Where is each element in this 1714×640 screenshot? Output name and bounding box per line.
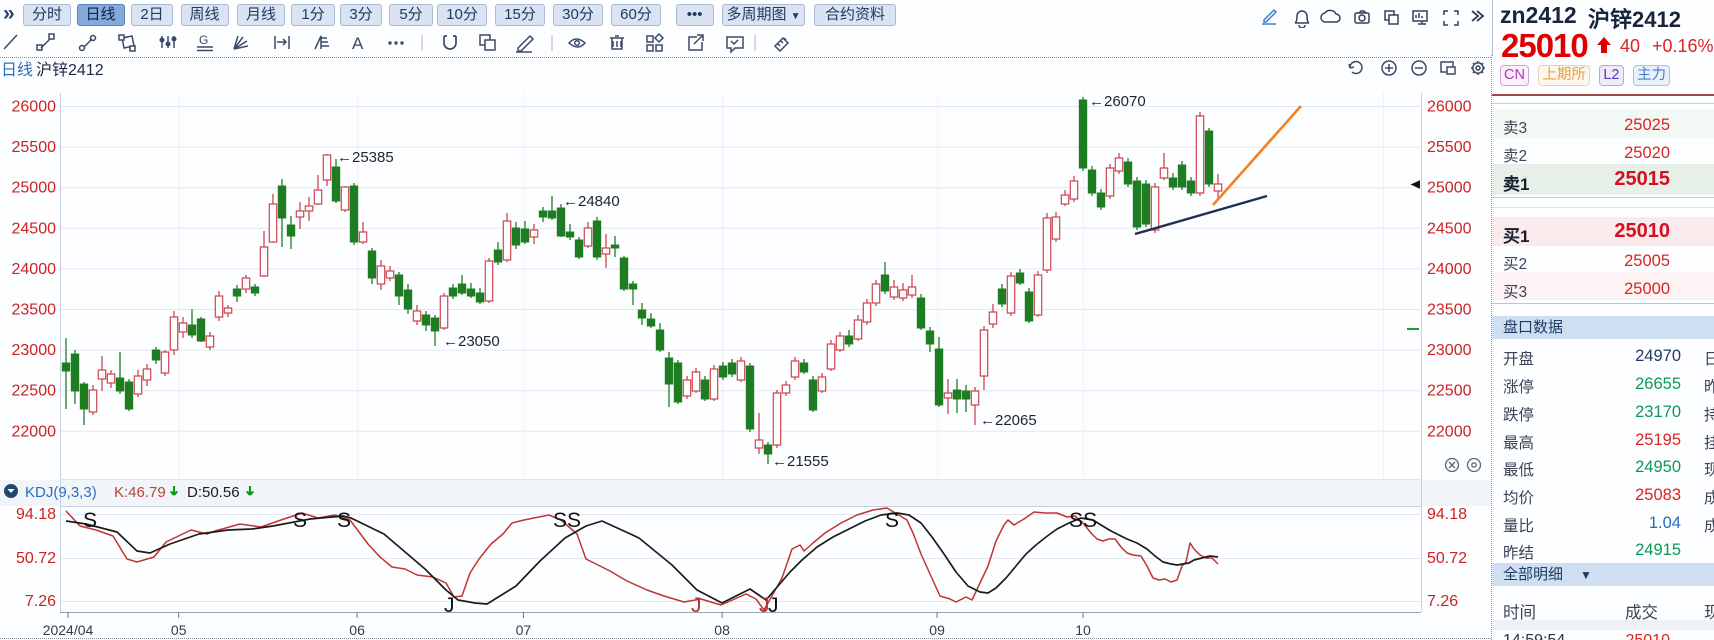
svg-text:10: 10 (1075, 622, 1091, 638)
svg-text:7.26: 7.26 (1427, 593, 1458, 610)
svg-text:SS: SS (553, 509, 581, 532)
svg-text:24500: 24500 (12, 220, 57, 237)
svg-text:日线: 日线 (1, 61, 33, 79)
svg-text:A: A (352, 34, 364, 53)
svg-text:2024/04: 2024/04 (43, 622, 94, 638)
svg-text:08: 08 (714, 622, 730, 638)
svg-text:23000: 23000 (12, 342, 57, 359)
svg-text:SS: SS (1069, 509, 1097, 532)
svg-text:26000: 26000 (1427, 99, 1472, 116)
svg-text:J: J (444, 594, 455, 617)
svg-text:06: 06 (349, 622, 365, 638)
svg-text:22500: 22500 (12, 383, 57, 400)
svg-text:J: J (691, 594, 702, 617)
svg-text:25500: 25500 (12, 139, 57, 156)
svg-text:50.72: 50.72 (1427, 550, 1467, 567)
svg-text:94.18: 94.18 (1427, 506, 1467, 523)
svg-text:25000: 25000 (1427, 180, 1472, 197)
svg-text:←22065: ←22065 (980, 412, 1037, 429)
svg-text:←21555: ←21555 (772, 453, 829, 470)
svg-text:S: S (337, 509, 351, 532)
svg-text:05: 05 (171, 622, 187, 638)
svg-text:25500: 25500 (1427, 139, 1472, 156)
svg-text:94.18: 94.18 (16, 506, 56, 523)
svg-text:22000: 22000 (1427, 423, 1472, 440)
svg-text:S: S (885, 509, 899, 532)
svg-text:沪锌2412: 沪锌2412 (36, 61, 104, 79)
svg-text:D:50.56: D:50.56 (187, 484, 240, 501)
svg-text:23500: 23500 (1427, 302, 1472, 319)
svg-text:S: S (83, 509, 97, 532)
svg-text:G: G (199, 33, 208, 47)
svg-text:23500: 23500 (12, 302, 57, 319)
svg-text:22000: 22000 (12, 423, 57, 440)
svg-text:←24840: ←24840 (563, 193, 620, 210)
svg-text:26000: 26000 (12, 99, 57, 116)
svg-text:50.72: 50.72 (16, 550, 56, 567)
svg-text:09: 09 (929, 622, 945, 638)
svg-text:24000: 24000 (12, 261, 57, 278)
svg-text:24000: 24000 (1427, 261, 1472, 278)
svg-text:07: 07 (516, 622, 532, 638)
svg-text:K:46.79: K:46.79 (114, 484, 166, 501)
svg-text:S: S (293, 509, 307, 532)
svg-text:KDJ(9,3,3): KDJ(9,3,3) (25, 484, 97, 501)
svg-text:7.26: 7.26 (25, 593, 56, 610)
svg-text:25000: 25000 (12, 180, 57, 197)
svg-text:←25385: ←25385 (337, 149, 394, 166)
svg-text:23000: 23000 (1427, 342, 1472, 359)
svg-text:24500: 24500 (1427, 220, 1472, 237)
svg-text:←23050: ←23050 (443, 333, 500, 350)
svg-text:J: J (768, 594, 779, 617)
svg-text:22500: 22500 (1427, 383, 1472, 400)
svg-text:←26070: ←26070 (1089, 93, 1146, 110)
svg-text:J: J (759, 594, 770, 617)
